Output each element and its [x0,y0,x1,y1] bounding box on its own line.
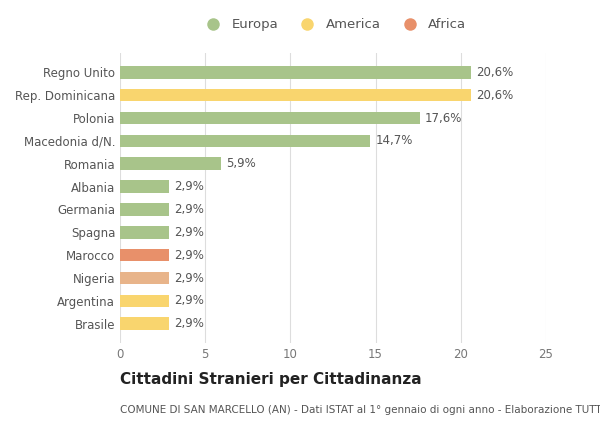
Text: 5,9%: 5,9% [226,157,256,170]
Bar [120,112,420,124]
Legend: Europa, America, Africa: Europa, America, Africa [194,13,472,37]
Bar [120,272,169,284]
Text: 17,6%: 17,6% [425,111,463,125]
Bar [120,294,169,307]
Bar [120,249,169,261]
Bar [120,180,169,193]
Text: 2,9%: 2,9% [175,317,205,330]
Bar [120,66,471,79]
Text: 2,9%: 2,9% [175,180,205,193]
Text: 20,6%: 20,6% [476,88,514,102]
Text: 14,7%: 14,7% [376,134,413,147]
Text: Cittadini Stranieri per Cittadinanza: Cittadini Stranieri per Cittadinanza [120,372,422,387]
Text: 2,9%: 2,9% [175,294,205,308]
Text: 20,6%: 20,6% [476,66,514,79]
Text: 2,9%: 2,9% [175,271,205,285]
Bar [120,89,471,102]
Bar [120,158,221,170]
Text: 2,9%: 2,9% [175,203,205,216]
Text: 2,9%: 2,9% [175,249,205,262]
Text: 2,9%: 2,9% [175,226,205,239]
Bar [120,226,169,238]
Text: COMUNE DI SAN MARCELLO (AN) - Dati ISTAT al 1° gennaio di ogni anno - Elaborazio: COMUNE DI SAN MARCELLO (AN) - Dati ISTAT… [120,405,600,415]
Bar [120,135,370,147]
Bar [120,203,169,216]
Bar [120,317,169,330]
